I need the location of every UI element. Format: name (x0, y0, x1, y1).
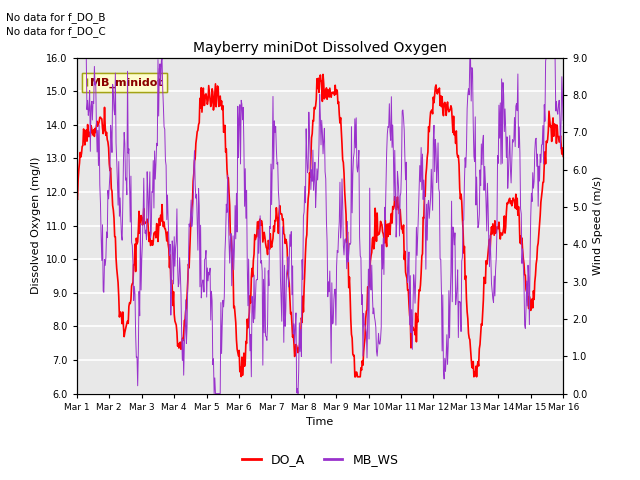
DO_A (351, 374, 358, 380)
DO_A (394, 204, 402, 210)
Legend: MB_minidot: MB_minidot (83, 73, 167, 92)
DO_A (319, 72, 327, 77)
Text: No data for f_DO_B: No data for f_DO_B (6, 12, 106, 23)
DO_A (181, 317, 189, 323)
Y-axis label: Dissolved Oxygen (mg/l): Dissolved Oxygen (mg/l) (31, 157, 41, 294)
DO_A (73, 194, 81, 200)
Line: DO_A: DO_A (77, 74, 563, 377)
Y-axis label: Wind Speed (m/s): Wind Speed (m/s) (593, 176, 603, 275)
Title: Mayberry miniDot Dissolved Oxygen: Mayberry miniDot Dissolved Oxygen (193, 41, 447, 55)
DO_A (559, 154, 567, 159)
MB_WS (82, 55, 90, 60)
MB_WS (380, 235, 387, 241)
MB_WS (394, 168, 401, 174)
DO_A (82, 132, 90, 138)
Line: MB_WS: MB_WS (77, 58, 563, 394)
DO_A (380, 236, 388, 241)
MB_WS (559, 118, 567, 123)
MB_WS (207, 317, 214, 323)
DO_A (207, 104, 214, 109)
Legend: DO_A, MB_WS: DO_A, MB_WS (237, 448, 403, 471)
MB_WS (211, 391, 218, 396)
X-axis label: Time: Time (307, 417, 333, 427)
MB_WS (132, 332, 140, 338)
MB_WS (73, 55, 81, 60)
Text: No data for f_DO_C: No data for f_DO_C (6, 26, 106, 37)
MB_WS (181, 329, 189, 335)
DO_A (132, 269, 140, 275)
